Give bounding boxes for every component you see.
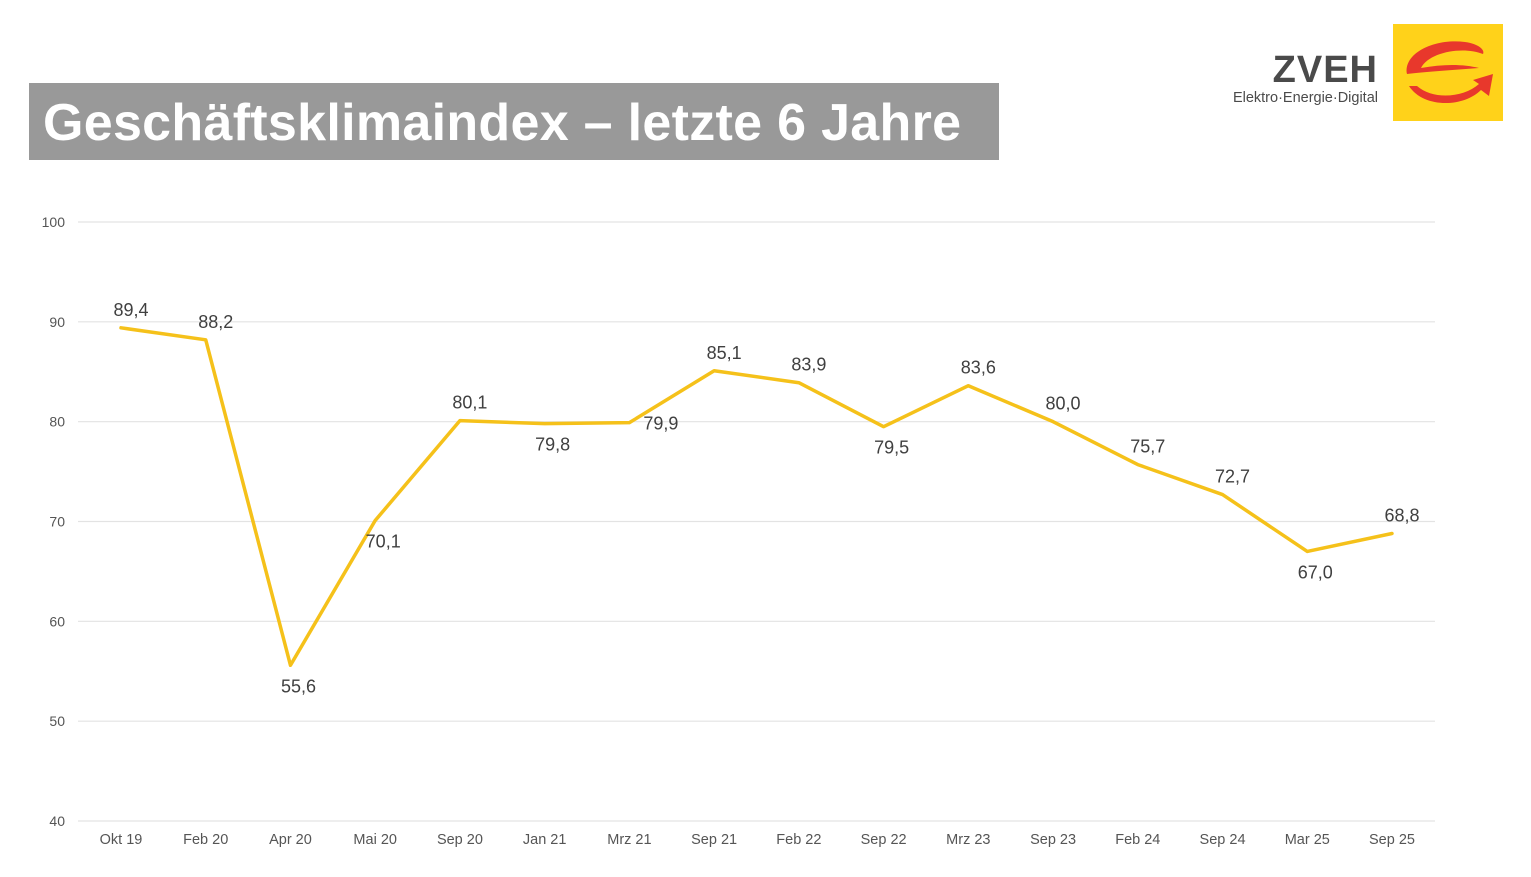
title-banner: Geschäftsklimaindex – letzte 6 Jahre	[29, 83, 999, 160]
x-tick-label: Feb 24	[1115, 832, 1160, 848]
y-tick-label: 50	[49, 713, 65, 729]
data-label: 83,6	[961, 358, 996, 378]
data-label: 79,5	[874, 438, 909, 458]
y-axis-ticks: 40 50 60 70 80 90 100	[42, 214, 66, 829]
y-tick-label: 60	[49, 613, 65, 629]
data-label: 80,0	[1046, 394, 1081, 414]
data-label: 88,2	[198, 312, 233, 332]
data-label: 89,4	[113, 300, 148, 320]
y-tick-label: 90	[49, 314, 65, 330]
x-axis-ticks: Okt 19 Feb 20 Apr 20 Mai 20 Sep 20 Jan 21 Mrz …	[100, 832, 1415, 848]
series-line	[119, 326, 1394, 668]
x-tick-label: Sep 20	[437, 832, 483, 848]
data-label: 70,1	[366, 532, 401, 552]
y-tick-label: 70	[49, 514, 65, 530]
data-label: 79,8	[535, 435, 570, 455]
data-label: 85,1	[707, 343, 742, 363]
x-tick-label: Sep 25	[1369, 832, 1415, 848]
x-tick-label: Okt 19	[100, 832, 143, 848]
x-tick-label: Mrz 21	[607, 832, 651, 848]
data-label: 79,9	[643, 414, 678, 434]
logo-tagline: Elektro·Energie·Digital	[1232, 90, 1378, 106]
x-tick-label: Mrz 23	[946, 832, 990, 848]
data-labels: 89,4 88,2 55,6 70,1 80,1 79,8 79,9 85,1 83,9 79,5…	[113, 300, 1419, 696]
data-label: 68,8	[1384, 505, 1419, 525]
gridlines	[78, 221, 1435, 822]
x-tick-label: Apr 20	[269, 832, 312, 848]
x-tick-label: Sep 21	[691, 832, 737, 848]
page-title: Geschäftsklimaindex – letzte 6 Jahre	[43, 94, 962, 152]
logo-name: ZVEH	[1272, 49, 1378, 91]
y-tick-label: 80	[49, 414, 65, 430]
zveh-e-arrow-logo-icon	[1393, 24, 1503, 121]
x-tick-label: Mai 20	[353, 832, 397, 848]
data-label: 83,9	[791, 355, 826, 375]
x-tick-label: Feb 22	[776, 832, 821, 848]
x-tick-label: Sep 24	[1200, 832, 1246, 848]
x-tick-label: Sep 23	[1030, 832, 1076, 848]
data-label: 75,7	[1130, 437, 1165, 457]
data-label: 55,6	[281, 676, 316, 696]
y-tick-label: 40	[49, 813, 65, 829]
x-tick-label: Feb 20	[183, 832, 228, 848]
data-label: 72,7	[1215, 467, 1250, 487]
data-label: 67,0	[1298, 562, 1333, 582]
data-label: 80,1	[452, 393, 487, 413]
x-tick-label: Jan 21	[523, 832, 567, 848]
y-tick-label: 100	[42, 214, 66, 230]
x-tick-label: Mar 25	[1285, 832, 1330, 848]
x-tick-label: Sep 22	[861, 832, 907, 848]
zveh-logo: ZVEH Elektro·Energie·Digital	[1205, 24, 1505, 122]
